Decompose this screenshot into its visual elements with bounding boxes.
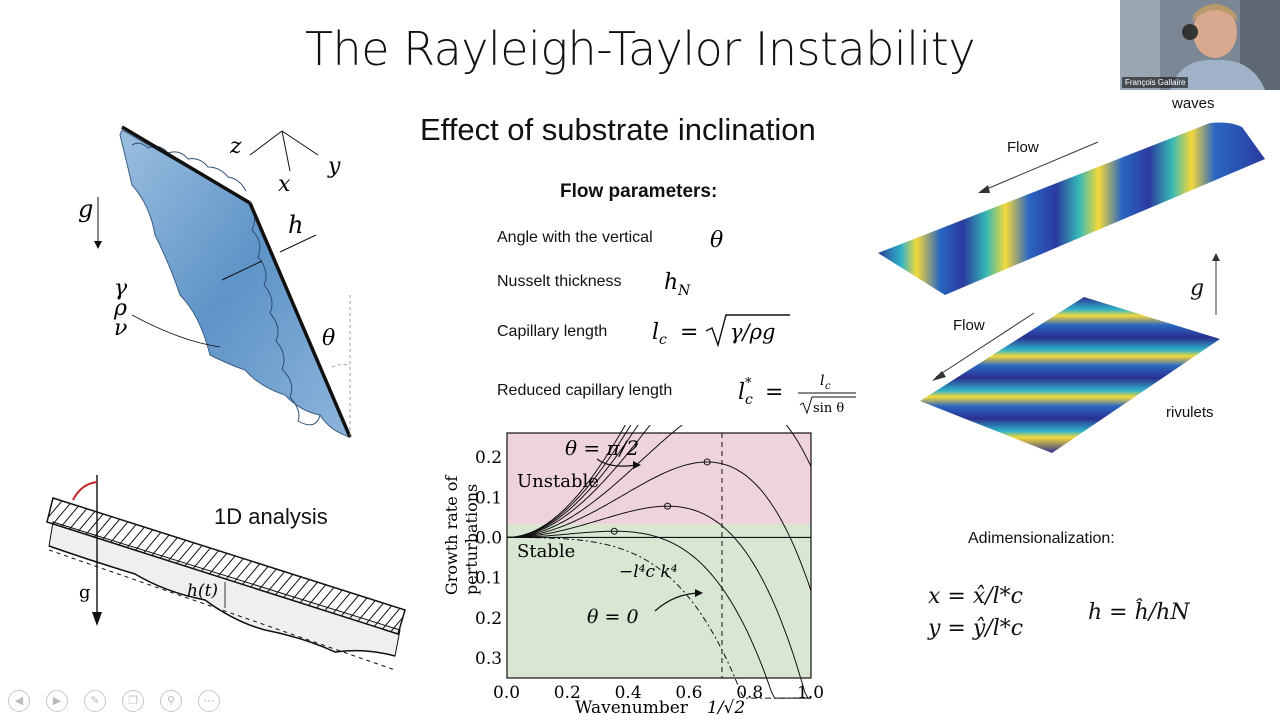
x-tick-labels: 0.0 0.2 0.4 0.6 0.8 1.0 bbox=[493, 683, 824, 703]
y-tick-label: 0.2 bbox=[475, 448, 502, 468]
max-growth-markers bbox=[610, 458, 711, 535]
back-icon[interactable]: ◀ bbox=[8, 690, 30, 712]
adim-y-equation: y = ŷ/l*c bbox=[928, 616, 1024, 641]
dispersion-curve bbox=[507, 505, 811, 699]
rivulets-surface bbox=[920, 297, 1220, 453]
waves-label: waves bbox=[1172, 95, 1215, 112]
waves-surface bbox=[878, 122, 1265, 295]
axis-z-label: z bbox=[229, 134, 242, 159]
param-reduced-capillary-label: Reduced capillary length bbox=[497, 382, 673, 399]
adimensionalization-label: Adimensionalization: bbox=[968, 530, 1115, 547]
axis-y-label: y bbox=[327, 154, 341, 179]
surface-tension-label: γ bbox=[114, 276, 128, 301]
svg-text:l: l bbox=[652, 320, 659, 345]
waves-flow-label: Flow bbox=[1007, 139, 1039, 156]
x-tick-label: 0.0 bbox=[493, 683, 520, 703]
max-growth-marker bbox=[664, 502, 672, 510]
x-axis-marker-label: 1/√2 bbox=[707, 698, 745, 715]
copy-icon[interactable]: ❐ bbox=[122, 690, 144, 712]
gravity-label: g bbox=[78, 195, 93, 223]
y-tick-labels: 0.2 0.1 0.0 0.1 0.2 0.3 bbox=[475, 448, 502, 669]
plot-frame bbox=[506, 432, 812, 679]
presentation-controls: ◀ ▶ ✎ ❐ ⚲ ⋯ bbox=[8, 690, 220, 712]
one-d-analysis-label: 1D analysis bbox=[214, 504, 328, 529]
svg-text:*: * bbox=[745, 376, 752, 391]
stable-region bbox=[507, 524, 811, 678]
param-nusselt-label: Nusselt thickness bbox=[497, 273, 622, 290]
quartic-term-annotation: −l⁴c k⁴ bbox=[619, 562, 678, 582]
svg-text:γ/ρg: γ/ρg bbox=[730, 320, 775, 344]
one-d-analysis-diagram: g h(t) bbox=[46, 475, 406, 671]
forward-icon[interactable]: ▶ bbox=[46, 690, 68, 712]
viscosity-label: ν bbox=[114, 316, 127, 341]
param-formulas: θ h N l c = γ/ρg l c * = l c sin θ bbox=[652, 228, 856, 416]
stable-label: Stable bbox=[517, 541, 575, 562]
unstable-label: Unstable bbox=[517, 471, 599, 492]
x-tick-label: 0.8 bbox=[736, 683, 763, 703]
svg-text:h: h bbox=[664, 270, 678, 295]
svg-text:sin θ: sin θ bbox=[813, 401, 844, 416]
dispersion-curve bbox=[507, 536, 811, 699]
max-growth-marker bbox=[610, 527, 618, 535]
theta-label: θ bbox=[322, 326, 335, 351]
height-function-label: h(t) bbox=[187, 581, 218, 601]
x-tick-label: 0.6 bbox=[675, 683, 702, 703]
x-tick-label: 1.0 bbox=[797, 683, 824, 703]
x-tick-label: 0.4 bbox=[615, 683, 642, 703]
webcam-video: François Gallaire bbox=[1120, 0, 1280, 90]
dispersion-curve bbox=[506, 425, 626, 538]
dispersion-curve bbox=[507, 425, 632, 538]
gravity-label-1d: g bbox=[79, 582, 91, 603]
rivulets-label: rivulets bbox=[1166, 404, 1214, 421]
dispersion-curve bbox=[507, 425, 651, 538]
svg-text:=: = bbox=[765, 380, 783, 405]
svg-text:l: l bbox=[738, 380, 745, 405]
density-label: ρ bbox=[113, 296, 127, 321]
waves-flow-arrow bbox=[981, 141, 1099, 192]
max-growth-marker bbox=[703, 458, 711, 466]
param-capillary-label: Capillary length bbox=[497, 323, 608, 340]
presenter-video-icon bbox=[1120, 0, 1280, 90]
y-tick-label: 0.1 bbox=[475, 488, 502, 508]
dispersion-curve bbox=[507, 425, 812, 538]
dispersion-curve bbox=[507, 425, 639, 538]
svg-text:θ: θ bbox=[710, 228, 723, 253]
wave-patterns-illustration bbox=[878, 122, 1265, 453]
dispersion-curve bbox=[507, 461, 812, 591]
x-axis-label: Wavenumber bbox=[575, 698, 689, 715]
svg-text:l: l bbox=[820, 373, 824, 389]
svg-text:c: c bbox=[825, 381, 831, 392]
inclined-film-diagram: z x y g h γ ρ ν θ bbox=[78, 125, 352, 438]
param-angle-label: Angle with the vertical bbox=[497, 229, 653, 246]
adim-h-equation: h = ĥ/hN bbox=[1088, 600, 1190, 625]
y-tick-label: 0.1 bbox=[475, 569, 502, 589]
pen-icon[interactable]: ✎ bbox=[84, 690, 106, 712]
y-axis-label: Growth rate of perturbations bbox=[442, 471, 481, 595]
adim-x-equation: x = x̂/l*c bbox=[928, 584, 1024, 609]
section-subtitle: Effect of substrate inclination bbox=[420, 112, 816, 147]
gravity-label-right: g bbox=[1190, 276, 1205, 301]
thickness-label: h bbox=[288, 211, 303, 239]
x-tick-label: 0.2 bbox=[554, 683, 581, 703]
rivulets-flow-label: Flow bbox=[953, 317, 985, 334]
svg-text:N: N bbox=[677, 283, 691, 299]
flow-parameters-header: Flow parameters: bbox=[560, 181, 718, 202]
unstable-region bbox=[507, 433, 811, 524]
presenter-name: François Gallaire bbox=[1122, 77, 1189, 88]
svg-text:=: = bbox=[680, 320, 698, 345]
zoom-icon[interactable]: ⚲ bbox=[160, 690, 182, 712]
rivulets-flow-arrow bbox=[935, 312, 1035, 378]
y-tick-label: 0.2 bbox=[475, 609, 502, 629]
svg-text:c: c bbox=[659, 332, 667, 348]
slide-title: The Rayleigh-Taylor Instability bbox=[304, 22, 976, 76]
svg-text:c: c bbox=[745, 392, 753, 408]
theta-pi-half-annotation: θ = π/2 bbox=[565, 436, 639, 460]
axis-x-label: x bbox=[278, 172, 291, 197]
growth-rate-chart: 0.0 0.2 0.4 0.6 0.8 1.0 0.2 0.1 0.0 0.1 0.2 0.3 Un… bbox=[442, 425, 824, 715]
theta-zero-annotation: θ = 0 bbox=[587, 606, 639, 628]
more-icon[interactable]: ⋯ bbox=[198, 690, 220, 712]
y-tick-label: 0.3 bbox=[475, 649, 502, 669]
y-tick-label: 0.0 bbox=[475, 528, 502, 548]
